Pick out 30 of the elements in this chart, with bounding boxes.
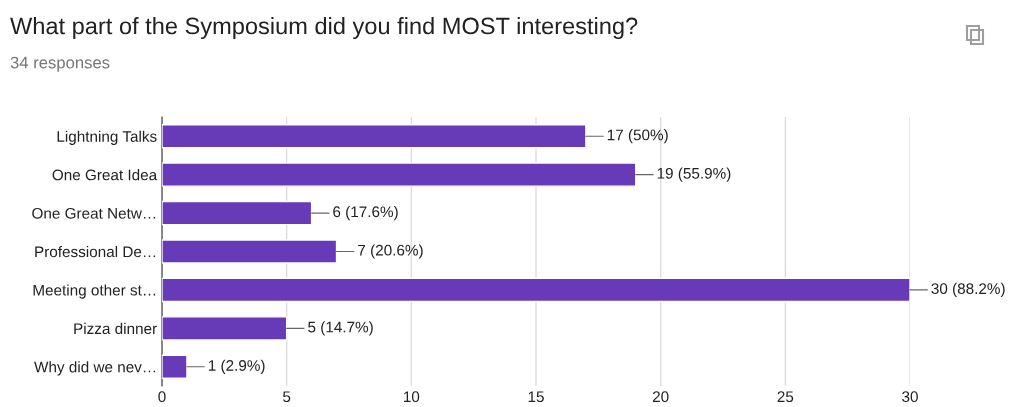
data-label: 19 (55.9%): [657, 167, 731, 182]
y-tick-label: Lightning Talks: [57, 130, 157, 145]
y-tick-label: One Great Idea: [52, 169, 158, 181]
bar: [162, 162, 637, 187]
x-tick-label: 5: [283, 391, 291, 403]
x-tick-label: 30: [902, 391, 918, 403]
x-tick-label: 0: [158, 391, 166, 403]
bar: [162, 123, 587, 149]
chart-subtitle: 34 responses: [10, 56, 110, 72]
chart-title: What part of the Symposium did you find MOST interesting?: [10, 17, 638, 39]
bar: [162, 354, 188, 380]
data-label: 1 (2.9%): [208, 359, 265, 374]
data-label: 7 (20.6%): [358, 244, 423, 259]
data-label: 6 (17.6%): [333, 205, 398, 221]
data-label: 17 (50%): [607, 129, 668, 144]
x-tick-label: 10: [404, 391, 420, 403]
bar: [162, 200, 313, 226]
y-tick-label: Meeting other st…: [33, 284, 156, 299]
data-label: 30 (88.2%): [931, 282, 1005, 298]
bar: [162, 277, 910, 303]
x-tick-label: 20: [652, 391, 669, 403]
bar: [162, 316, 288, 341]
y-tick-label: One Great Netw…: [32, 207, 156, 219]
data-label: 5 (14.7%): [308, 321, 373, 336]
x-tick-label: 15: [528, 391, 544, 403]
x-tick-label: 25: [777, 391, 794, 403]
y-tick-label: Pizza dinner: [74, 322, 157, 335]
y-tick-label: Why did we nev…: [34, 361, 156, 376]
y-tick-label: Professional De…: [35, 245, 156, 258]
bar: [162, 239, 338, 264]
